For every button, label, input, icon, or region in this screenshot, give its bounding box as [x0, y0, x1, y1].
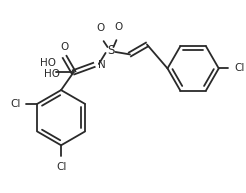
Text: N: N: [98, 60, 106, 70]
Text: HO: HO: [40, 58, 56, 68]
Text: HO: HO: [44, 69, 60, 79]
Text: S: S: [107, 45, 114, 58]
Text: Cl: Cl: [10, 99, 20, 109]
Text: Cl: Cl: [234, 63, 245, 73]
Text: O: O: [61, 42, 69, 52]
Text: O: O: [114, 22, 123, 32]
Text: O: O: [96, 23, 105, 33]
Text: Cl: Cl: [56, 162, 66, 172]
